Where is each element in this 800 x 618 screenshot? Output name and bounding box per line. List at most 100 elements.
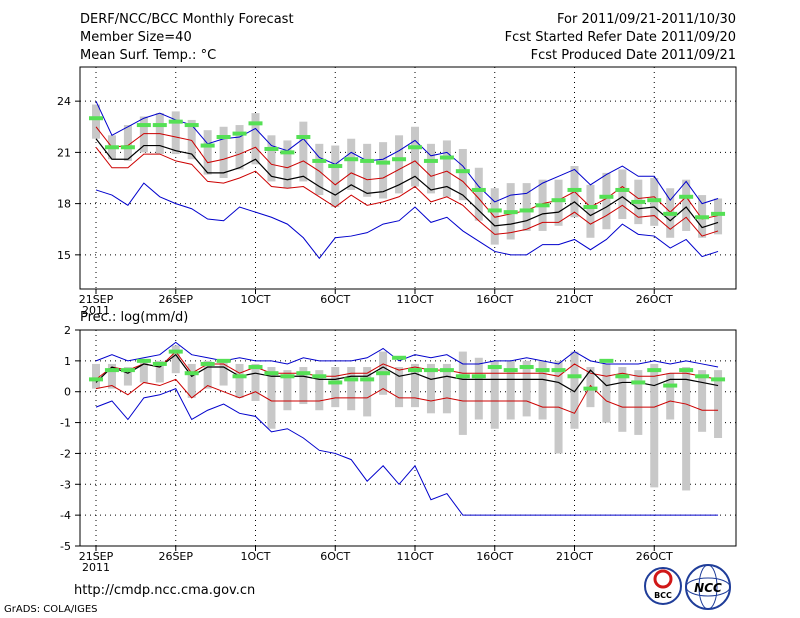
temp-median-marker xyxy=(535,203,550,208)
temp-spread-box xyxy=(235,125,244,170)
prec-median-marker xyxy=(503,368,518,373)
ncc-logo-text: NCC xyxy=(694,581,722,595)
prec-y-tick-label: 2 xyxy=(64,324,71,337)
temp-median-marker xyxy=(296,135,311,140)
prec-spread-box xyxy=(363,367,372,417)
prec-spread-box xyxy=(522,360,531,417)
prec-median-marker xyxy=(152,361,167,366)
forecast-period-label: For 2011/09/21-2011/10/30 xyxy=(557,12,736,27)
prec-median-marker xyxy=(679,368,694,373)
temp-x-tick-label: 21SEP xyxy=(79,293,114,306)
temp-median-marker xyxy=(184,123,199,128)
chart-title: DERF/NCC/BCC Monthly Forecast xyxy=(80,12,294,27)
prec-median-marker xyxy=(200,361,215,366)
temp-median-marker xyxy=(136,123,151,128)
prec-y-tick-label: 1 xyxy=(64,355,71,368)
temp-median-marker xyxy=(392,157,407,162)
prec-x-tick-label: 6OCT xyxy=(320,550,350,563)
temp-spread-box xyxy=(618,169,627,219)
prec-spread-box xyxy=(171,345,180,374)
prec-median-marker xyxy=(439,368,454,373)
prec-median-marker xyxy=(184,371,199,376)
prec-median-marker xyxy=(376,371,391,376)
temp-median-marker xyxy=(711,211,726,216)
temp-spread-box xyxy=(682,179,691,231)
temp-median-marker xyxy=(89,116,103,121)
temp-median-marker xyxy=(328,164,343,169)
member-size-label: Member Size=40 xyxy=(80,30,192,45)
temp-y-tick-label: 24 xyxy=(57,95,71,108)
temp-median-marker xyxy=(232,131,247,136)
temp-x-year-label: 2011 xyxy=(82,304,110,317)
temp-spread-box xyxy=(267,135,276,182)
temp-mean-line xyxy=(95,138,719,229)
prec-upper-line xyxy=(95,350,719,380)
prec-x-tick-label: 26SEP xyxy=(158,550,193,563)
prec-spread-box xyxy=(331,367,340,408)
temp-x-tick-label: 16OCT xyxy=(476,293,513,306)
temp-median-marker xyxy=(423,158,438,163)
temp-min-line xyxy=(95,182,719,260)
temp-spread-box xyxy=(331,145,340,208)
temp-median-marker xyxy=(647,198,662,203)
forecast-start-date-label: Fcst Started Refer Date 2011/09/20 xyxy=(504,30,736,45)
temp-median-marker xyxy=(695,215,710,220)
temp-x-tick-label: 1OCT xyxy=(240,293,270,306)
temp-y-tick-label: 18 xyxy=(57,198,71,211)
prec-spread-box xyxy=(411,363,419,408)
prec-spread-box xyxy=(92,363,100,389)
prec-median-marker xyxy=(360,377,375,382)
temp-median-marker xyxy=(120,145,135,150)
prec-spread-box xyxy=(219,360,228,386)
prec-x-tick-label: 21SEP xyxy=(79,550,114,563)
website-url[interactable]: http://cmdp.ncc.cma.gov.cn xyxy=(74,583,256,598)
temp-median-marker xyxy=(567,187,582,192)
prec-median-marker xyxy=(264,371,279,376)
temp-x-tick-label: 26SEP xyxy=(158,293,193,306)
temp-x-tick-label: 26OCT xyxy=(636,293,673,306)
temp-spread-box xyxy=(171,111,180,155)
temp-median-marker xyxy=(200,143,215,148)
temp-median-marker xyxy=(344,157,359,162)
prec-x-tick-label: 1OCT xyxy=(240,550,270,563)
prec-spread-box xyxy=(155,360,164,383)
prec-spread-box xyxy=(682,367,691,491)
prec-median-marker xyxy=(120,368,135,373)
prec-median-marker xyxy=(583,386,598,391)
prec-median-marker xyxy=(89,377,103,382)
prec-median-marker xyxy=(216,358,231,363)
prec-median-marker xyxy=(647,368,662,373)
temp-upper-line xyxy=(95,126,719,220)
temp-x-tick-label: 11OCT xyxy=(396,293,433,306)
prec-y-tick-label: -1 xyxy=(60,417,71,430)
prec-spread-box xyxy=(538,360,547,420)
temp-median-marker xyxy=(599,194,614,199)
prec-median-marker xyxy=(408,368,422,373)
prec-median-marker xyxy=(104,368,119,373)
temp-median-marker xyxy=(583,205,598,210)
temp-spread-box xyxy=(395,135,404,194)
prec-spread-box xyxy=(426,363,435,414)
temp-median-marker xyxy=(360,158,375,163)
temp-x-tick-label: 6OCT xyxy=(320,293,350,306)
prec-median-marker xyxy=(567,374,582,379)
temp-median-marker xyxy=(519,208,534,213)
prec-median-marker xyxy=(711,377,726,382)
grads-credit: GrADS: COLA/IGES xyxy=(4,604,98,615)
temp-median-marker xyxy=(663,211,678,216)
prec-spread-box xyxy=(235,363,244,398)
temp-median-marker xyxy=(168,119,183,124)
prec-y-tick-label: 0 xyxy=(64,386,71,399)
temp-y-tick-label: 15 xyxy=(57,249,71,262)
prec-spread-box xyxy=(203,360,212,389)
prec-spread-box xyxy=(570,351,579,429)
temp-spread-box xyxy=(315,143,324,196)
temp-median-marker xyxy=(152,123,167,128)
prec-median-marker xyxy=(599,358,614,363)
temp-median-marker xyxy=(104,145,119,150)
prec-spread-box xyxy=(283,370,292,411)
temp-median-marker xyxy=(679,194,694,199)
temp-max-line xyxy=(95,100,719,205)
temp-median-marker xyxy=(631,199,646,204)
